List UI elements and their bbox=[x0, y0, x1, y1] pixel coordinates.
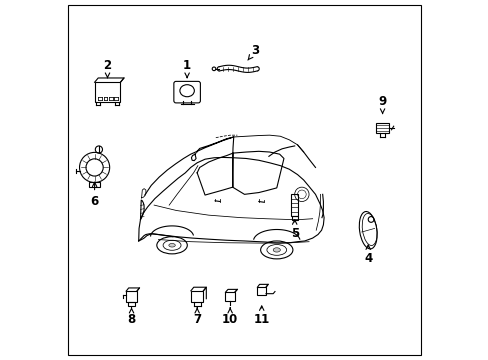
Text: 3: 3 bbox=[251, 44, 259, 57]
Text: 8: 8 bbox=[127, 313, 135, 327]
Bar bbox=[128, 302, 135, 306]
Text: 6: 6 bbox=[90, 195, 99, 208]
Bar bbox=[376, 123, 388, 134]
Text: 1: 1 bbox=[183, 59, 191, 72]
Ellipse shape bbox=[168, 243, 175, 247]
Bar bbox=[94, 82, 120, 102]
Bar bbox=[225, 292, 234, 301]
Bar bbox=[290, 194, 298, 216]
Bar bbox=[126, 291, 137, 302]
Text: 9: 9 bbox=[378, 95, 386, 108]
Bar bbox=[89, 182, 100, 187]
Bar bbox=[257, 287, 265, 295]
Text: 2: 2 bbox=[103, 59, 111, 72]
Bar bbox=[190, 291, 203, 302]
Text: 4: 4 bbox=[364, 252, 371, 265]
Text: 5: 5 bbox=[290, 227, 298, 240]
Text: 7: 7 bbox=[193, 313, 201, 327]
Bar bbox=[291, 216, 297, 220]
Ellipse shape bbox=[273, 248, 280, 252]
Text: 10: 10 bbox=[222, 313, 238, 327]
Text: 11: 11 bbox=[253, 313, 269, 327]
